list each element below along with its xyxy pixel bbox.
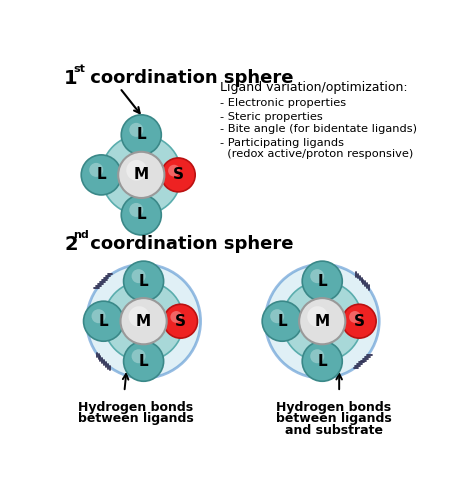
Circle shape — [310, 349, 324, 363]
Text: between ligands: between ligands — [276, 412, 392, 425]
Text: nd: nd — [73, 230, 89, 241]
Text: - Steric properties: - Steric properties — [220, 112, 323, 122]
Circle shape — [129, 203, 143, 217]
Circle shape — [103, 281, 184, 361]
Circle shape — [121, 115, 161, 155]
Circle shape — [91, 309, 106, 323]
Text: - Participating ligands: - Participating ligands — [220, 138, 344, 148]
Circle shape — [118, 152, 164, 198]
Text: S: S — [175, 314, 186, 329]
Circle shape — [270, 309, 284, 323]
Circle shape — [132, 269, 146, 283]
Text: M: M — [134, 167, 149, 182]
Circle shape — [121, 195, 161, 235]
Circle shape — [164, 304, 198, 338]
Circle shape — [83, 301, 124, 341]
Circle shape — [89, 163, 103, 177]
Circle shape — [307, 306, 328, 327]
Circle shape — [126, 160, 147, 181]
Text: - Electronic properties: - Electronic properties — [220, 98, 346, 108]
Circle shape — [299, 298, 346, 345]
Circle shape — [124, 261, 164, 301]
Circle shape — [132, 349, 146, 363]
Text: - Bite angle (for bidentate ligands): - Bite angle (for bidentate ligands) — [220, 124, 417, 134]
Text: L: L — [137, 207, 146, 222]
Circle shape — [349, 311, 361, 323]
Text: coordination sphere: coordination sphere — [84, 235, 294, 253]
Circle shape — [302, 261, 342, 301]
Text: S: S — [173, 167, 184, 182]
Text: L: L — [139, 354, 148, 369]
Circle shape — [310, 269, 324, 283]
Text: st: st — [73, 64, 85, 74]
Text: Ligand variation/optimization:: Ligand variation/optimization: — [220, 81, 408, 94]
Text: 2: 2 — [64, 235, 78, 254]
Text: and substrate: and substrate — [285, 424, 383, 437]
Circle shape — [170, 311, 182, 323]
Circle shape — [87, 264, 201, 378]
Text: 1: 1 — [64, 69, 78, 88]
Text: coordination sphere: coordination sphere — [84, 69, 294, 87]
Circle shape — [161, 158, 195, 192]
Circle shape — [124, 341, 164, 381]
Text: L: L — [318, 354, 327, 369]
Circle shape — [101, 135, 182, 215]
Text: M: M — [315, 314, 330, 329]
Circle shape — [168, 165, 180, 177]
Text: L: L — [96, 167, 106, 182]
Circle shape — [262, 301, 302, 341]
Circle shape — [120, 298, 167, 345]
Text: L: L — [99, 314, 109, 329]
Text: between ligands: between ligands — [78, 412, 194, 425]
Circle shape — [81, 155, 121, 195]
Text: Hydrogen bonds: Hydrogen bonds — [276, 400, 392, 413]
Circle shape — [128, 306, 149, 327]
Circle shape — [342, 304, 376, 338]
Text: M: M — [136, 314, 151, 329]
Text: L: L — [277, 314, 287, 329]
Circle shape — [265, 264, 379, 378]
Text: (redox active/proton responsive): (redox active/proton responsive) — [220, 148, 413, 159]
Text: L: L — [318, 274, 327, 289]
Text: S: S — [354, 314, 365, 329]
Text: Hydrogen bonds: Hydrogen bonds — [78, 400, 193, 413]
Circle shape — [302, 341, 342, 381]
Text: L: L — [137, 127, 146, 143]
Circle shape — [282, 281, 362, 361]
Text: L: L — [139, 274, 148, 289]
Circle shape — [129, 123, 143, 137]
